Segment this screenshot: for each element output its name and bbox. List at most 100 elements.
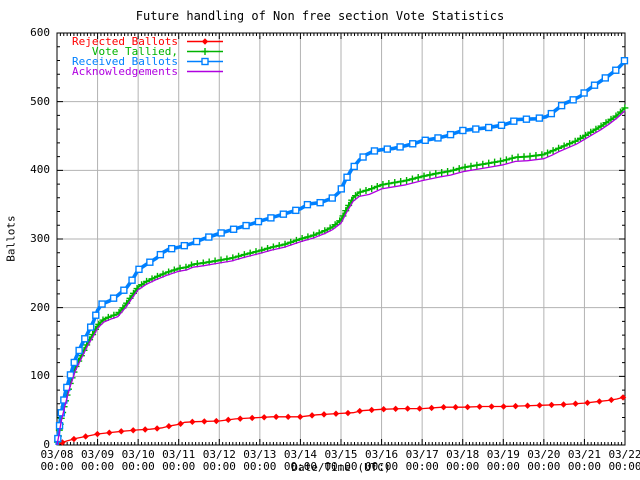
plus-marker [352,192,360,200]
square-marker [156,250,165,259]
plus-marker [201,48,209,55]
square-marker [359,153,367,161]
x-tick-time: 00:00 [202,460,236,473]
plus-marker [473,161,481,169]
diamond-marker [308,412,316,419]
square-marker [612,66,620,74]
square-marker [547,109,556,118]
plus-marker [566,140,574,148]
series-rejected-ballots [56,394,627,446]
x-tick-time: 00:00 [567,460,601,473]
plus-marker [544,149,552,157]
x-tick-time: 00:00 [162,460,196,473]
diamond-marker [404,405,411,412]
plus-marker [508,154,516,162]
x-tick-label-03-22: 03/22 00:00 [593,449,640,473]
square-marker [472,125,480,133]
y-tick-label-200: 200 [30,300,50,314]
legend-label: Acknowledgements [72,65,178,78]
square-marker [57,409,66,417]
x-tick-date: 03/22 [608,448,640,461]
square-marker [217,229,225,237]
square-marker [180,241,189,250]
x-tick-time: 00:00 [121,460,155,473]
diamond-marker [464,403,471,411]
square-marker [205,233,213,241]
plus-marker [602,119,610,127]
diamond-marker [344,409,352,417]
plus-marker [455,165,463,173]
square-marker [98,300,106,308]
diamond-marker [572,400,579,407]
plus-marker [592,125,600,133]
x-tick-time: 00:00 [405,460,439,473]
square-marker [497,121,506,130]
diamond-marker [332,410,340,417]
square-marker [254,217,263,226]
square-marker [292,206,300,215]
plus-marker [408,175,416,183]
plus-marker [403,176,411,184]
square-marker [201,57,209,66]
legend-label: Vote Tallied, [91,45,178,58]
diamond-marker [392,405,399,413]
axes [56,32,626,446]
x-tick-date: 03/17 [405,448,439,461]
diamond-marker [560,401,567,408]
y-tick-label-600: 600 [30,26,50,39]
square-marker [242,221,250,230]
x-tick-time: 00:00 [283,460,317,473]
diamond-marker [106,429,113,436]
plus-marker [356,188,364,196]
x-tick-date: 03/14 [283,448,317,461]
plus-marker [391,179,399,187]
diamond-marker [356,407,363,415]
x-tick-date: 03/11 [162,448,196,461]
diamond-marker [165,423,173,430]
x-tick-label-03-11: 03/11 00:00 [147,449,211,473]
square-marker [316,198,324,207]
diamond-marker [536,402,543,409]
square-marker [75,346,83,355]
plus-marker [555,144,563,152]
square-marker [522,115,531,123]
square-marker [350,162,358,171]
x-tick-time: 00:00 [40,460,74,473]
plus-marker [467,162,475,170]
diamond-marker [141,426,149,433]
square-marker [109,294,118,302]
x-tick-date: 03/10 [121,448,155,461]
legend-item-rejected-ballots: Rejected Ballots [58,36,258,47]
x-tick-label-03-10: 03/10 00:00 [106,449,170,473]
x-tick-label-03-12: 03/12 00:00 [187,449,251,473]
plus-marker [549,147,557,155]
x-tick-label-03-16: 03/16 00:00 [350,449,414,473]
square-marker [303,200,312,209]
plus-marker [520,153,528,161]
diamond-marker [129,427,137,434]
square-marker [557,101,566,110]
x-tick-time: 00:00 [446,460,480,473]
diamond-marker [368,406,375,414]
legend-label: Rejected Ballots [72,35,178,48]
plus-marker [587,128,595,136]
diamond-marker [177,420,184,427]
x-tick-time: 00:00 [365,460,399,473]
plus-marker [560,142,568,150]
square-marker [167,244,176,253]
plus-marker [362,186,370,194]
square-marker [396,143,404,151]
y-tick-label-400: 400 [30,163,50,177]
x-tick-date: 03/21 [567,448,601,461]
square-marker [229,225,238,233]
plus-marker [538,151,546,159]
square-marker [135,265,143,274]
square-marker [569,96,577,104]
x-tick-label-03-20: 03/20 00:00 [512,449,576,473]
square-marker [66,371,75,379]
plus-marker [385,180,393,188]
square-marker [383,145,392,153]
plus-marker [621,104,629,112]
plus-marker [432,170,440,178]
